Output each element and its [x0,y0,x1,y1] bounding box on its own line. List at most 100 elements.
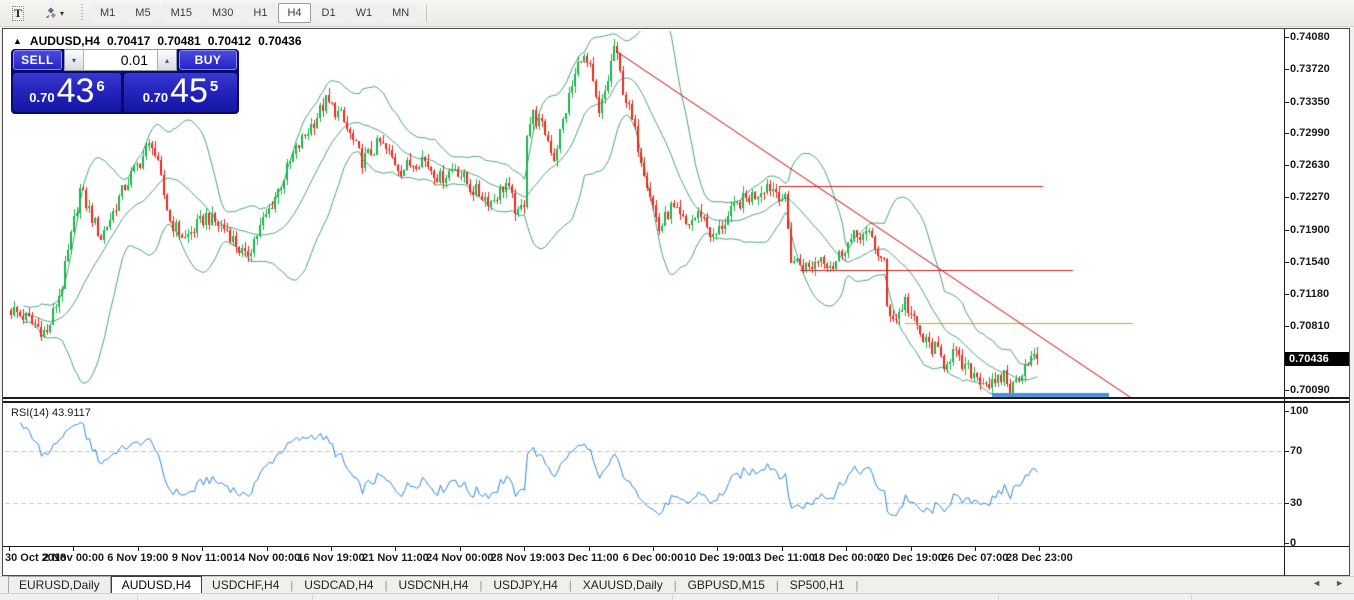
timeframe-M30[interactable]: M30 [202,3,243,23]
price-axis-tick [1284,37,1289,38]
price-axis-label: 0.71900 [1290,223,1330,236]
buy-price-prefix: 0.70 [142,90,169,105]
price-axis-tick [1284,165,1289,166]
tab-SP500-H1[interactable]: SP500,H1 [789,578,845,592]
chart-tab-bar: EURUSD,Daily AUDUSD,H4 USDCHF,H4 | USDCAD,H4… [0,576,1354,594]
tab-USDCAD-H4[interactable]: USDCAD,H4 [304,578,374,592]
timeframe-D1[interactable]: D1 [312,3,345,23]
timeframe-M5[interactable]: M5 [126,3,160,23]
diamond-arrows-icon [45,6,56,18]
sell-price-prefix: 0.70 [29,90,55,105]
time-axis-tick [911,547,912,551]
time-axis-label: 10 Dec 19:00 [684,552,751,564]
time-axis-label: 14 Nov 00:00 [232,552,301,564]
price-axis-label: 0.70090 [1290,383,1330,396]
timeframe-W1[interactable]: W1 [346,3,382,23]
status-separator [672,595,673,600]
rsi-axis-label: 0 [1290,537,1297,549]
tabs-scroll-left-icon[interactable]: ◄ [1312,578,1322,588]
time-axis-tick [267,547,268,551]
tab-divider: | [855,580,859,592]
price-axis-label: 0.72630 [1290,159,1330,172]
timeframe-MN[interactable]: MN [383,3,419,23]
tab-USDCHF-H4[interactable]: USDCHF,H4 [212,578,280,592]
tab-divider: | [568,580,572,592]
volume-input[interactable] [84,50,157,70]
time-axis-label: 21 Nov 11:00 [362,552,429,564]
rsi-axis-label: 70 [1290,444,1303,457]
time-axis-tick [589,547,590,551]
text-tool-button[interactable]: T [5,3,31,24]
price-axis-tick [1284,326,1289,327]
chart-title: ▲ AUDUSD,H4 0.70417 0.70481 0.70412 0.70… [13,34,302,48]
price-axis-label: 0.71540 [1290,255,1330,268]
price-chart-canvas[interactable] [3,29,1284,547]
tab-USDJPY-H4[interactable]: USDJPY,H4 [493,578,558,592]
tabs-scroll-right-icon[interactable]: ► [1335,578,1344,588]
ohlc-open: 0.70417 [106,34,151,48]
time-axis-tick [395,547,396,551]
tab-divider: | [673,580,677,592]
toolbar-grip[interactable] [79,4,85,22]
timeframe-group: M1 M5 M15 M30 H1 H4 D1 W1 MN [91,3,419,23]
price-axis-label: 0.72990 [1290,127,1330,140]
price-axis-tick [1284,230,1289,231]
collapse-panel-icon[interactable]: ▲ [13,36,22,46]
time-axis-tick [1039,547,1040,551]
pane-separator[interactable] [3,397,1349,403]
time-axis-label: 9 Nov 11:00 [171,552,233,564]
text-tool-icon: T [12,5,24,21]
time-axis-tick [460,547,461,551]
timeframe-H1[interactable]: H1 [244,3,277,23]
price-axis-line [1284,29,1285,576]
tab-XAUUSD-Daily[interactable]: XAUUSD,Daily [582,578,663,592]
sell-price-panel[interactable]: 0.7043 6 [13,73,121,112]
price-axis-tick [1284,390,1289,391]
buy-price-panel[interactable]: 0.7045 5 [124,73,237,112]
time-axis-tick [717,547,718,551]
time-axis-tick [73,547,74,551]
price-axis-tick [1284,294,1289,295]
timeframe-M15[interactable]: M15 [161,3,201,23]
time-axis-label: 28 Dec 23:00 [1006,552,1073,564]
chevron-down-icon: ▾ [59,8,64,18]
chart-window: ▲ AUDUSD,H4 0.70417 0.70481 0.70412 0.70… [2,28,1350,576]
volume-decrease-button[interactable]: ▾ [65,50,84,70]
tab-GBPUSD-M15[interactable]: GBPUSD,M15 [687,578,765,592]
price-axis-tick [1284,69,1289,70]
price-axis-label: 0.70810 [1290,320,1330,333]
rsi-axis-tick [1284,411,1289,412]
rsi-axis-tick [1284,543,1289,544]
timeframe-H4[interactable]: H4 [278,3,311,23]
time-axis-tick [524,547,525,551]
time-axis-tick [653,547,654,551]
price-axis-label: 0.73350 [1290,95,1330,108]
toolbar-separator [426,4,428,22]
tab-USDCNH-H4[interactable]: USDCNH,H4 [398,578,469,592]
buy-price-pip: 5 [209,78,219,95]
time-axis-tick [331,547,332,551]
buy-price-big: 45 [170,72,208,110]
rsi-axis-label: 100 [1290,405,1309,417]
time-axis-tick [846,547,847,551]
price-axis-label: 0.71180 [1290,287,1330,300]
diamond-arrows-button[interactable]: ▾ [37,3,71,24]
tab-AUDUSD-H4[interactable]: AUDUSD,H4 [110,576,203,594]
volume-increase-button[interactable]: ▴ [157,50,176,70]
time-axis-label: 24 Nov 00:00 [426,552,494,564]
ohlc-close: 0.70436 [258,34,302,48]
timeframe-M1[interactable]: M1 [91,3,125,23]
rsi-axis-label: 30 [1290,497,1303,510]
sell-button[interactable]: SELL [13,50,62,70]
tab-EURUSD-Daily[interactable]: EURUSD,Daily [8,576,111,594]
price-axis-tick [1284,262,1289,263]
toolbar: T ▾ M1 M5 M15 M30 H1 H4 D1 W1 MN [0,0,1354,27]
rsi-axis-tick [1284,503,1289,504]
buy-button[interactable]: BUY [179,50,237,70]
time-axis-label: 13 Dec 11:00 [748,552,815,564]
time-axis-label: 6 Dec 00:00 [622,552,684,564]
ohlc-low: 0.70412 [207,34,252,48]
tab-divider: | [479,580,483,592]
status-separator [1191,595,1192,600]
